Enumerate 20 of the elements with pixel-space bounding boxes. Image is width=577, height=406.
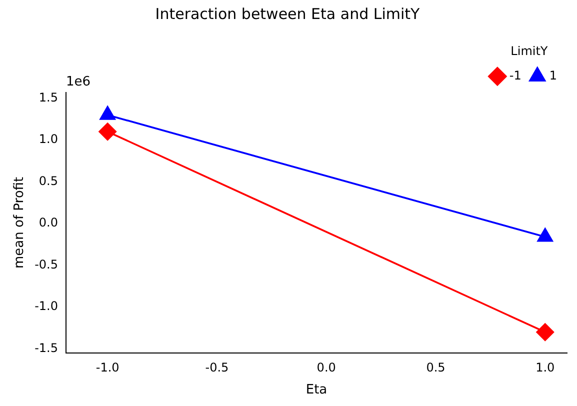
y-tick-label: 0.0 [38, 216, 58, 230]
y-tick-label: -1.5 [34, 340, 58, 355]
x-tick-label: 1.0 [536, 360, 555, 374]
legend-label: 1 [549, 68, 558, 83]
x-axis-title: Eta [306, 382, 328, 398]
x-tick-label: 0.5 [426, 360, 446, 374]
y-tick-label: -1.0 [34, 299, 58, 314]
x-tick-label: -1.0 [96, 360, 120, 374]
y-tick-label: 1.0 [38, 132, 58, 146]
x-tick-label: 0.0 [316, 360, 336, 374]
chart-title: Interaction between Eta and LimitY [155, 4, 421, 23]
x-tick-label: -0.5 [205, 360, 229, 374]
text: 1e6 [66, 74, 91, 90]
y-tick-label: -0.5 [34, 257, 58, 272]
legend-label: -1 [509, 68, 522, 83]
legend-title: LimitY [510, 44, 548, 58]
y-tick-label: 0.5 [38, 174, 58, 188]
y-axis-title: mean of Profit [12, 176, 28, 268]
point [536, 323, 554, 342]
y-tick-label: 1.5 [38, 90, 58, 104]
